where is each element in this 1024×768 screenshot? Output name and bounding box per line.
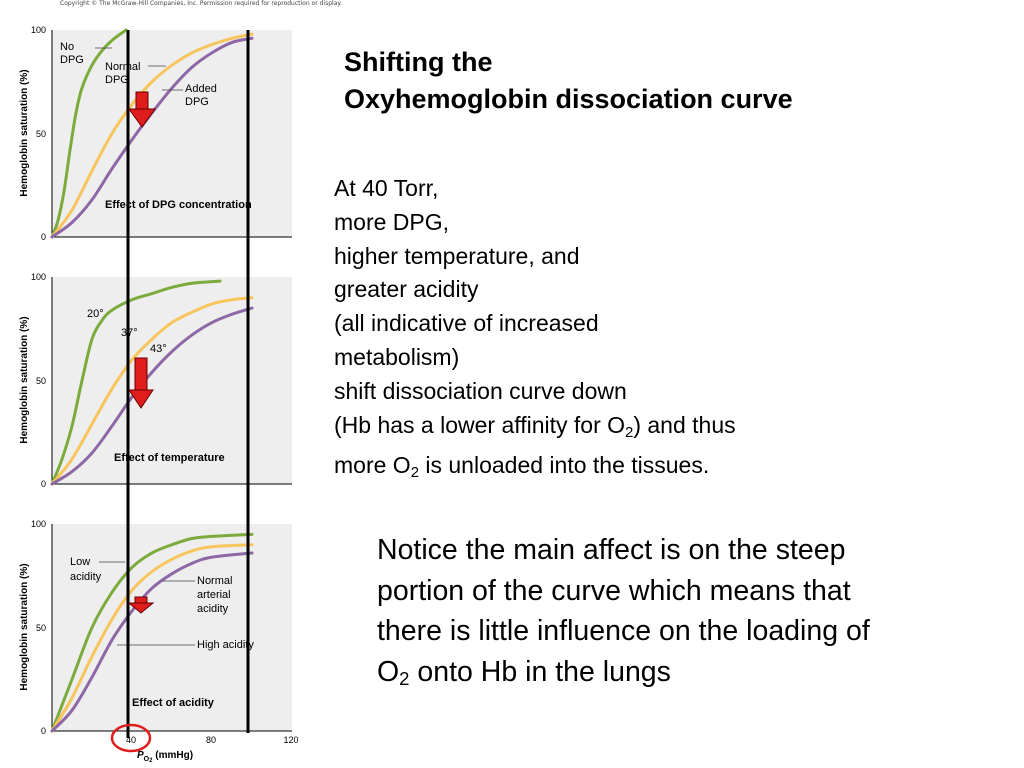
- acidity-panel: 100 50 0 Hemoglobin saturation (%) Effec…: [19, 519, 299, 764]
- explanation-line-9: more O2 is unloaded into the tissues.: [334, 452, 710, 482]
- explanation-line-7: shift dissociation curve down: [334, 377, 627, 404]
- dpg-y-axis-label: Hemoglobin saturation (%): [19, 69, 30, 196]
- notice-line-3: there is little influence on the loading…: [377, 615, 870, 647]
- notice-line-2: portion of the curve which means that: [377, 574, 851, 607]
- notice-line-4: O2 onto Hb in the lungs: [377, 655, 671, 689]
- temperature-curves: [50, 279, 254, 486]
- label-normal-dpg: Normal: [105, 61, 140, 73]
- dpg-panel: 100 50 0 Hemoglobin saturation (%) Effec…: [19, 25, 292, 242]
- dpg-ytick-0: 0: [41, 232, 46, 242]
- dpg-panel-title: Effect of DPG concentration: [105, 199, 252, 211]
- label-low-acidity: Low: [70, 556, 90, 568]
- explanation-line-2: more DPG,: [334, 208, 450, 235]
- notice-text: Notice the main affect is on the steep p…: [377, 530, 870, 699]
- curve-43: [50, 306, 254, 486]
- temperature-ytick-0: 0: [41, 479, 46, 489]
- temperature-panel: 100 50 0 Hemoglobin saturation (%) Effec…: [19, 272, 292, 489]
- xtick-40: 40: [126, 735, 136, 745]
- temperature-panel-background: [52, 277, 292, 484]
- explanation-line-3: higher temperature, and: [334, 242, 580, 269]
- temperature-ytick-100: 100: [31, 272, 46, 282]
- down-arrow-dpg: [128, 91, 156, 128]
- down-arrow-temperature: [128, 357, 154, 409]
- dpg-ytick-50: 50: [36, 129, 46, 139]
- xtick-120: 120: [283, 735, 298, 745]
- label-43-degrees: 43°: [150, 343, 167, 355]
- dpg-ytick-100: 100: [31, 25, 46, 35]
- acidity-ytick-100: 100: [31, 519, 46, 529]
- label-normal-dpg-2: DPG: [105, 74, 129, 86]
- slide-title-line-2: Oxyhemoglobin dissociation curve: [344, 84, 793, 114]
- notice-line-1: Notice the main affect is on the steep: [377, 534, 846, 566]
- acidity-ytick-0: 0: [41, 726, 46, 736]
- curve-normal-dpg: [50, 32, 254, 239]
- explanation-line-1: At 40 Torr,: [334, 175, 439, 201]
- label-no-dpg-2: DPG: [60, 54, 84, 66]
- temperature-ytick-50: 50: [36, 376, 46, 386]
- curve-low-acidity: [50, 532, 254, 733]
- slide-title: Shifting the Oxyhemoglobin dissociation …: [344, 44, 793, 118]
- oxyhemoglobin-figure: 100 50 0 Hemoglobin saturation (%) Effec…: [19, 25, 299, 764]
- label-added-dpg-2: DPG: [185, 96, 209, 108]
- label-normal-acidity: Normal: [197, 575, 232, 587]
- curve-no-dpg: [50, 28, 128, 239]
- curve-37: [50, 296, 254, 486]
- explanation-text: At 40 Torr, more DPG, higher temperature…: [334, 172, 736, 490]
- xtick-80: 80: [206, 735, 216, 745]
- temperature-panel-title: Effect of temperature: [114, 452, 225, 464]
- copyright-notice: Copyright © The McGraw-Hill Companies, I…: [60, 0, 342, 7]
- highlight-circle-40: [110, 723, 152, 753]
- acidity-y-axis-label: Hemoglobin saturation (%): [19, 563, 30, 690]
- label-no-dpg: No: [60, 41, 74, 53]
- label-low-acidity-2: acidity: [70, 571, 102, 583]
- explanation-line-6: metabolism): [334, 343, 460, 370]
- explanation-line-5: (all indicative of increased: [334, 310, 599, 337]
- label-high-acidity: High acidity: [197, 639, 254, 651]
- down-arrow-acidity: [127, 596, 155, 614]
- label-normal-acidity-2: arterial: [197, 589, 231, 601]
- acidity-ytick-50: 50: [36, 623, 46, 633]
- curve-normal-arterial-acidity: [50, 543, 254, 733]
- label-normal-acidity-3: acidity: [197, 603, 229, 615]
- slide-title-line-1: Shifting the: [344, 47, 493, 77]
- label-20-degrees: 20°: [87, 308, 104, 320]
- explanation-line-8: (Hb has a lower affinity for O2) and thu…: [334, 411, 736, 441]
- curve-20: [50, 279, 222, 486]
- explanation-line-4: greater acidity: [334, 276, 479, 303]
- x-axis-label: PO2 (mmHg): [137, 750, 193, 764]
- label-added-dpg: Added: [185, 83, 217, 95]
- temperature-y-axis-label: Hemoglobin saturation (%): [19, 316, 30, 443]
- acidity-panel-title: Effect of acidity: [132, 697, 215, 709]
